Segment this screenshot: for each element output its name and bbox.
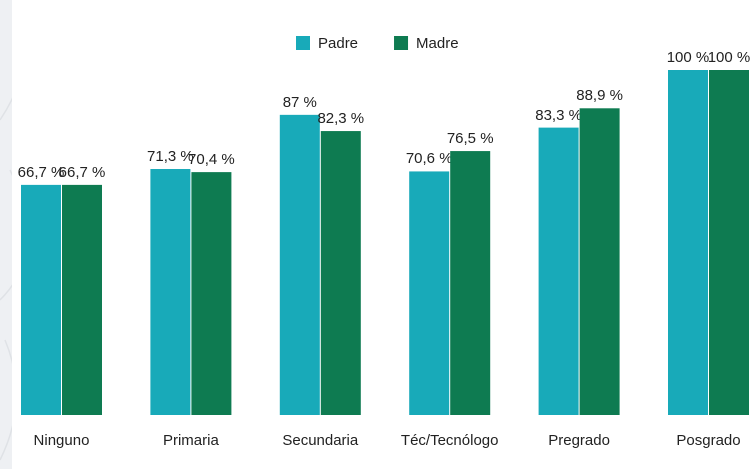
x-tick-label: Primaria [163, 432, 219, 449]
bar [538, 127, 579, 416]
legend-label: Padre [318, 35, 358, 52]
value-label-box: 71,3 % [147, 148, 194, 165]
value-label-box: 66,7 % [17, 163, 65, 181]
value-label-box: 70,4 % [188, 151, 235, 169]
bar [21, 184, 61, 415]
legend-swatch [394, 36, 409, 50]
bar [450, 151, 491, 415]
value-label: 70,6 % [405, 150, 453, 168]
value-label-box: 100 % [707, 49, 751, 66]
value-label-box: 70,6 % [405, 150, 453, 168]
value-label-box: 66,7 % [58, 163, 106, 181]
value-label-box: 88,9 % [576, 87, 623, 105]
bar [150, 169, 191, 415]
bar [409, 171, 450, 415]
x-tick-label: Pregrado [548, 432, 610, 449]
value-label: 87 % [282, 93, 317, 111]
bar [709, 70, 749, 415]
bar [320, 131, 361, 415]
value-label: 76,5 % [446, 130, 494, 148]
value-label-box: 100 % [666, 49, 710, 66]
legend-label: Madre [416, 35, 459, 52]
value-label-box: 76,5 % [446, 130, 494, 148]
value-label-box: 82,3 % [317, 110, 365, 128]
value-label: 100 % [707, 49, 751, 66]
x-tick-label: Ninguno [34, 432, 90, 449]
bar [279, 114, 320, 415]
x-tick-label: Posgrado [676, 432, 740, 449]
bar [579, 108, 620, 416]
x-tick-label: Téc/Tecnólogo [401, 432, 499, 449]
value-label: 100 % [666, 49, 710, 66]
value-label: 82,3 % [317, 110, 365, 128]
x-tick-label: Secundaria [282, 432, 359, 449]
value-label: 71,3 % [147, 148, 194, 165]
chart-panel [12, 0, 754, 469]
value-label-box: 87 % [282, 93, 317, 111]
bar [668, 70, 708, 415]
value-label: 66,7 % [58, 163, 106, 181]
legend-swatch [296, 36, 310, 50]
value-label: 83,3 % [535, 106, 582, 124]
value-label: 66,7 % [17, 163, 65, 181]
value-label: 70,4 % [188, 151, 235, 169]
value-label-box: 83,3 % [535, 106, 582, 124]
value-label: 88,9 % [576, 87, 623, 105]
bar [62, 184, 102, 415]
bar [191, 172, 232, 415]
